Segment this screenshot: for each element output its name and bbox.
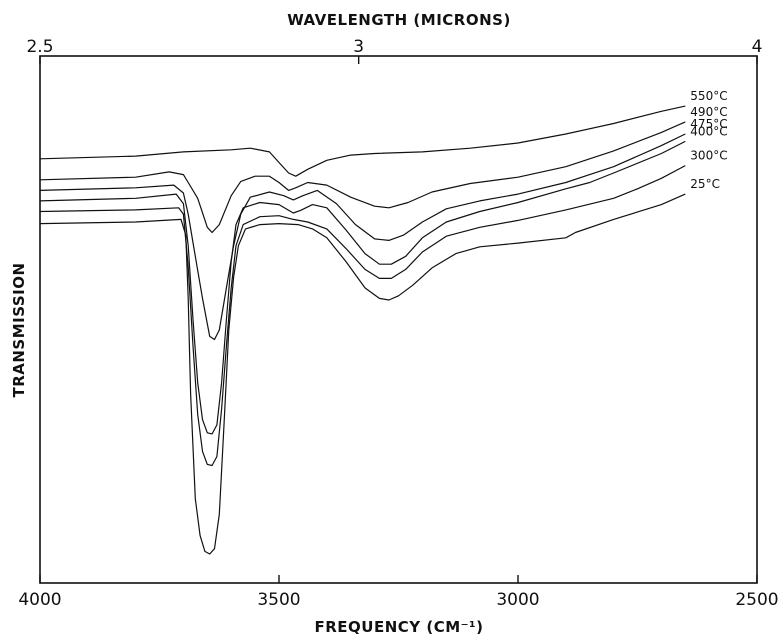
series-line [39,140,686,435]
bottom-tick-label: 4000 [18,590,61,610]
series-label: 490°C [690,105,727,119]
series-label: 400°C [690,124,727,138]
series-line [39,121,686,234]
series-label: 550°C [690,89,727,103]
plot-frame [39,55,758,584]
y-axis-title: TRANSMISSION [10,262,28,397]
bottom-tick-label: 2500 [735,590,778,610]
series-line [39,105,686,177]
top-tick-label: 2.5 [26,37,53,57]
top-tick-label: 4 [752,37,763,57]
series-line [39,193,686,555]
top-axis: 2.5 3 4 [26,37,762,64]
bottom-tick-label: 3000 [496,590,539,610]
series-line [39,133,686,341]
series-label: 300°C [690,149,727,163]
series-label: 25°C [690,177,720,191]
top-axis-title: WAVELENGTH (MICRONS) [287,11,511,29]
series-label: 475°C [690,117,727,131]
x-axis-title: FREQUENCY (CM⁻¹) [314,618,483,636]
bottom-tick-label: 3500 [257,590,300,610]
bottom-axis: 4000 3500 3000 2500 [18,575,779,610]
series-line [39,165,686,467]
top-tick-label: 3 [353,37,364,57]
